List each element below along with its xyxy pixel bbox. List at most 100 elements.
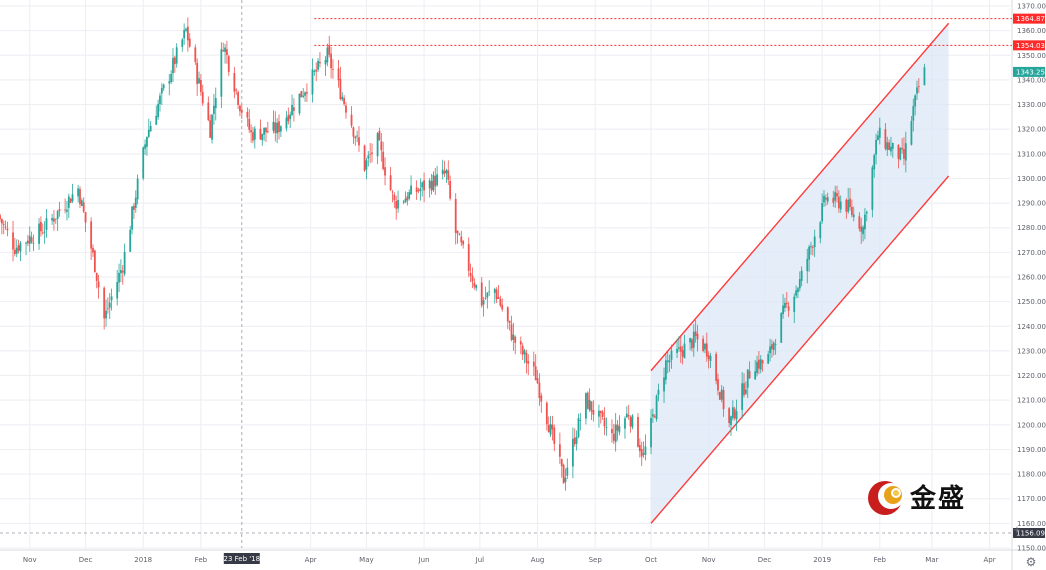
candle-body [27,240,29,244]
candle-body [415,187,418,193]
candle-body [103,287,106,319]
candle-body [605,426,608,428]
candle-body [133,205,135,210]
candle-body [32,242,35,244]
y-tick-label: 1150.00 [1017,545,1046,553]
candle-body [666,360,669,362]
candle-body [707,354,710,360]
candle-body [850,206,853,216]
candle-body [847,200,850,212]
candle-body [782,305,784,315]
crosshair-price-badge-bg [1013,527,1045,538]
candle-body [718,391,721,400]
candle-body [365,160,368,170]
candle-body [345,105,347,113]
candle-body [813,236,816,248]
candle-body [618,426,621,433]
gear-icon[interactable]: ⚙ [1025,555,1037,569]
candle-body [56,210,59,219]
candle-body [356,135,359,137]
candle-body [545,402,548,425]
candle-body [689,338,691,343]
candle-body [214,97,217,109]
y-axis[interactable]: 1150.00 1160.00 1170.00 1180.00 1190.00 1200.… [1013,3,1046,553]
candle-body [910,121,913,145]
candle-body [877,135,879,141]
candle-body [519,341,522,345]
candle-body [220,49,223,97]
candle-body [384,167,386,176]
candle-body [172,57,174,74]
candle-body [741,383,744,410]
level-price-badge-text: 1364.87 [1016,15,1045,23]
channel-upper-line[interactable] [650,22,950,372]
candle-body [292,107,295,111]
candle-body [233,73,236,92]
candle-body [332,69,334,71]
candle-body [302,95,305,97]
candle-body [774,344,777,346]
x-axis[interactable]: Nov Dec 2018 Feb 23 Feb '18 Apr May Jun Jul Aug Se… [23,553,996,564]
candle-body [266,131,269,133]
candle-body [201,91,204,104]
y-tick-label: 1260.00 [1017,274,1046,282]
candle-body [852,214,855,218]
candle-body [588,399,591,411]
candle-body [603,418,606,427]
candle-body [655,395,658,420]
candle-body [757,359,760,369]
candle-body [694,331,697,336]
candle-body [536,378,539,384]
candle-body [402,201,405,203]
x-tick-label: May [359,556,373,564]
candle-body [343,98,346,104]
candle-body [616,424,619,431]
candle-body [289,114,292,120]
candle-body [0,219,3,224]
candle-body [904,143,907,161]
candle-body [423,180,425,191]
candle-body [668,360,671,363]
candle-body [118,272,120,283]
candle-body [771,344,773,350]
candle-body [198,78,200,84]
crosshair-icon[interactable]: + [1012,525,1022,536]
x-tick-label: Nov [23,556,37,564]
horizontal-levels [314,18,1012,46]
candle-body [352,127,355,137]
candle-body [339,78,342,100]
candle-body [363,145,366,171]
candle-body [717,379,719,391]
candle-body [657,389,660,395]
candle-body [432,174,435,191]
candle-body [248,118,251,130]
candle-body [326,47,329,63]
candle-body [30,237,33,243]
candle-body [313,70,316,72]
level-price-badge-bg [1013,40,1045,51]
candle-body [761,360,764,364]
crosshair-date-text: 23 Feb '18 [224,555,261,563]
candle-body [679,346,682,352]
candle-body [748,370,751,379]
candle-body [527,361,530,364]
candle-body [447,170,450,180]
candle-body [558,444,561,457]
candle-body [691,339,693,349]
candle-body [367,155,370,159]
y-tick-label: 1280.00 [1017,224,1046,232]
candle-body [90,221,93,249]
candle-body [157,103,160,117]
candle-body [797,288,799,293]
candle-body [246,111,249,118]
candle-body [501,304,504,310]
candle-body [860,226,863,232]
candle-body [92,247,94,253]
channel-lower-line[interactable] [650,175,950,524]
candle-body [914,95,917,107]
y-tick-label: 1240.00 [1017,323,1046,331]
candle-body [250,130,253,133]
candle-body [222,50,225,52]
y-tick-label: 1160.00 [1017,520,1046,528]
